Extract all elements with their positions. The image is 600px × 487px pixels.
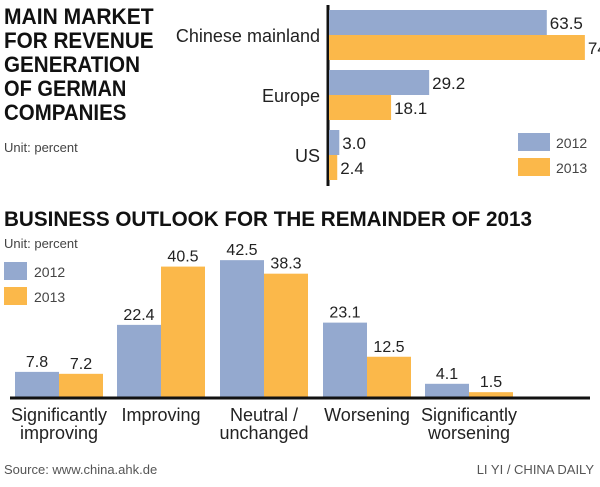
data-label: 7.8 [26,354,48,371]
legend-label: 2012 [34,264,65,280]
bar-2012 [117,324,161,397]
category-label: Significantly [421,405,517,425]
bar-2013 [469,392,513,397]
category-label: Chinese mainland [176,26,320,46]
bar-2012 [329,10,547,35]
bar-2013 [367,356,411,397]
chart-title: BUSINESS OUTLOOK FOR THE REMAINDER OF 20… [4,208,532,231]
data-label: 1.5 [480,374,502,391]
data-label: 4.1 [436,366,458,383]
category-label: unchanged [219,423,308,443]
data-label: 38.3 [270,256,301,273]
legend-swatch-2012 [4,262,27,280]
data-label: 74.6 [588,39,600,58]
bar-2012 [220,260,264,397]
legend-swatch-2013 [518,158,550,176]
data-label: 3.0 [342,134,366,153]
legend-label: 2013 [34,289,65,305]
data-label: 23.1 [329,305,360,322]
title-line: COMPANIES [4,100,126,125]
bar-2012 [329,70,430,95]
bar-2012 [15,371,59,397]
bar-2013 [264,273,308,397]
category-label: worsening [427,423,510,443]
category-label: Significantly [11,405,107,425]
bar-2013 [59,373,103,397]
unit-label: Unit: percent [4,140,78,155]
category-label: improving [20,423,98,443]
title-line: MAIN MARKET [4,4,154,29]
category-label: Neutral / [230,405,298,425]
legend-swatch-2013 [4,287,27,305]
bar-2013 [329,95,392,120]
title-line: GENERATION [4,52,140,77]
legend-label: 2013 [556,160,587,176]
data-label: 7.2 [70,356,92,373]
bar-2012 [425,383,469,397]
title-line: OF GERMAN [4,76,126,101]
bar-2012 [329,130,340,155]
data-label: 22.4 [123,307,154,324]
data-label: 18.1 [394,99,427,118]
category-label: Europe [262,86,320,106]
data-label: 12.5 [373,339,404,356]
legend-label: 2012 [556,135,587,151]
legend-swatch-2012 [518,133,550,151]
bar-2013 [329,155,338,180]
credit-text: LI YI / CHINA DAILY [476,462,594,477]
category-label: Worsening [324,405,410,425]
bar-2012 [323,322,367,397]
bar-2013 [161,266,205,397]
bar-2013 [329,35,585,60]
title-line: FOR REVENUE [4,28,154,53]
data-label: 2.4 [340,159,364,178]
category-label: US [295,146,320,166]
data-label: 63.5 [550,14,583,33]
data-label: 42.5 [226,242,257,259]
category-label: Improving [121,405,200,425]
unit-label: Unit: percent [4,236,78,251]
source-text: Source: www.china.ahk.de [4,462,158,477]
data-label: 40.5 [167,249,198,266]
data-label: 29.2 [432,74,465,93]
